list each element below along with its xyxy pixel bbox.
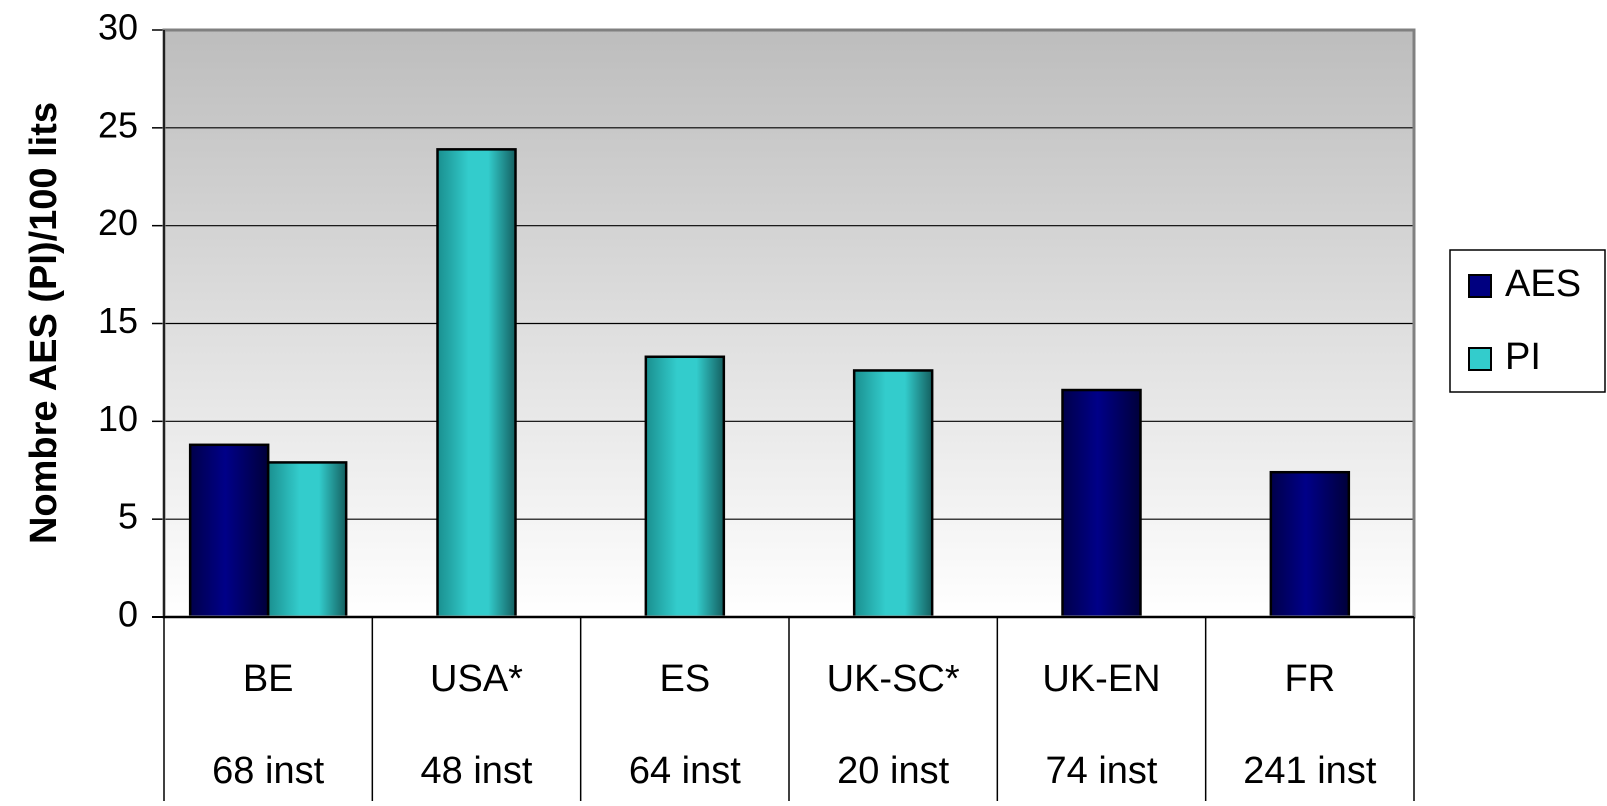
bar-aes-uken <box>1061 388 1142 619</box>
x-category-label: BE <box>243 658 294 700</box>
bar-aes-fr <box>1269 470 1351 619</box>
y-tick-label: 5 <box>118 496 138 537</box>
x-category-label: ES <box>659 658 710 700</box>
x-category-sublabel: 241 inst <box>1243 750 1377 792</box>
x-category-label: UK-SC* <box>827 658 960 700</box>
legend-label-aes: AES <box>1505 263 1581 305</box>
y-tick-label: 20 <box>98 202 138 243</box>
bar-pi-uksc <box>852 369 934 619</box>
x-category-sublabel: 64 inst <box>629 750 741 792</box>
x-category-label: USA* <box>430 658 523 700</box>
y-tick-label: 10 <box>98 398 138 439</box>
legend-label-pi: PI <box>1505 336 1541 378</box>
y-axis-title: Nombre AES (PI)/100 lits <box>23 102 65 544</box>
x-category-sublabel: 20 inst <box>837 750 949 792</box>
y-tick-label: 30 <box>98 7 138 48</box>
bar-pi-es <box>644 355 726 619</box>
bar-pi-be <box>266 461 348 619</box>
y-tick-label: 15 <box>98 300 138 341</box>
bar-aes-be <box>188 443 270 619</box>
legend-swatch-aes <box>1468 274 1492 298</box>
x-category-label: UK-EN <box>1042 658 1160 700</box>
x-category-label: FR <box>1285 658 1336 700</box>
y-tick-label: 25 <box>98 104 138 145</box>
legend: AES PI <box>1449 249 1606 393</box>
x-category-sublabel: 48 inst <box>421 750 533 792</box>
x-category-sublabel: 74 inst <box>1046 750 1158 792</box>
x-category-sublabel: 68 inst <box>212 750 324 792</box>
legend-swatch-pi <box>1468 347 1492 371</box>
bar-pi-usa <box>436 148 517 619</box>
y-tick-label: 0 <box>118 594 138 635</box>
